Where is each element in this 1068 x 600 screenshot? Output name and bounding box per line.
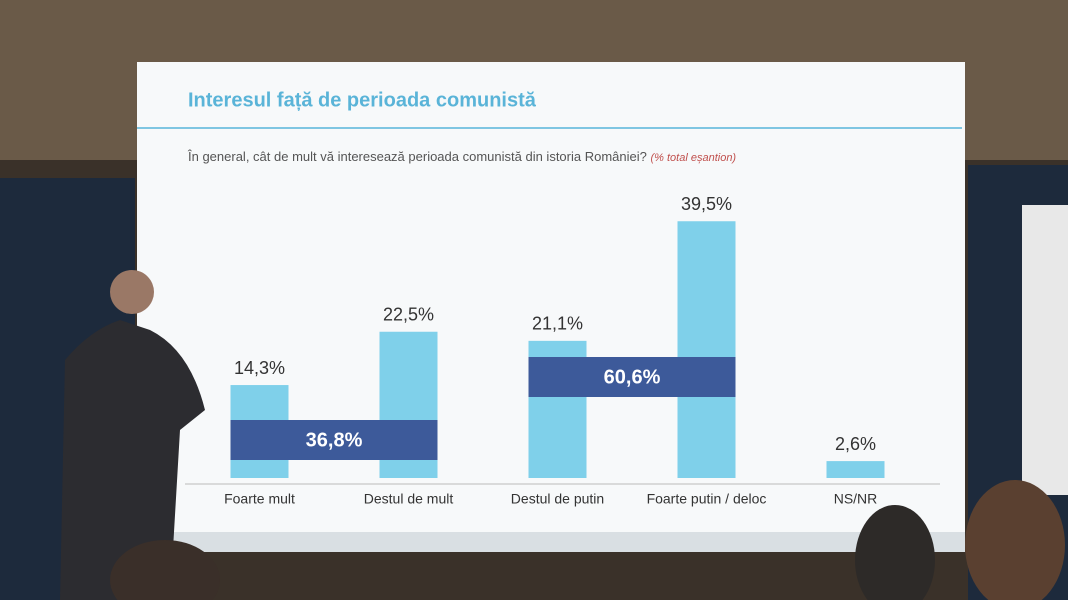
category-label: Destul de mult xyxy=(364,491,454,507)
audience xyxy=(855,505,935,600)
presenter xyxy=(60,320,205,600)
slide-bottom xyxy=(137,532,965,552)
value-label: 39,5% xyxy=(681,194,732,214)
category-label: NS/NR xyxy=(834,491,878,507)
plot: 14,3% Foarte mult 22,5% Destul de mult 21,1%… xyxy=(224,194,885,507)
presenter-head xyxy=(110,270,154,314)
group-band xyxy=(528,357,736,397)
chart-subtitle: În general, cât de mult vă interesează p… xyxy=(187,149,736,164)
value-label: 2,6% xyxy=(835,434,876,454)
chart-title: Interesul față de perioada comunistă xyxy=(188,89,537,111)
value-label: 14,3% xyxy=(234,358,285,378)
bar xyxy=(826,461,885,478)
bar xyxy=(677,221,736,478)
value-label: 21,1% xyxy=(532,314,583,334)
group-band xyxy=(230,420,438,460)
question: În general, cât de mult vă interesează p… xyxy=(187,149,647,164)
note: (% total eșantion) xyxy=(651,152,737,164)
group-label: 60,6% xyxy=(604,366,661,388)
audience xyxy=(110,540,220,600)
value-label: 22,5% xyxy=(383,305,434,325)
category-label: Foarte putin / deloc xyxy=(647,491,767,507)
category-label: Destul de putin xyxy=(511,491,604,507)
category-label: Foarte mult xyxy=(224,491,295,507)
group-label: 36,8% xyxy=(306,429,363,451)
audience xyxy=(965,480,1065,600)
right-screen xyxy=(1022,205,1068,495)
